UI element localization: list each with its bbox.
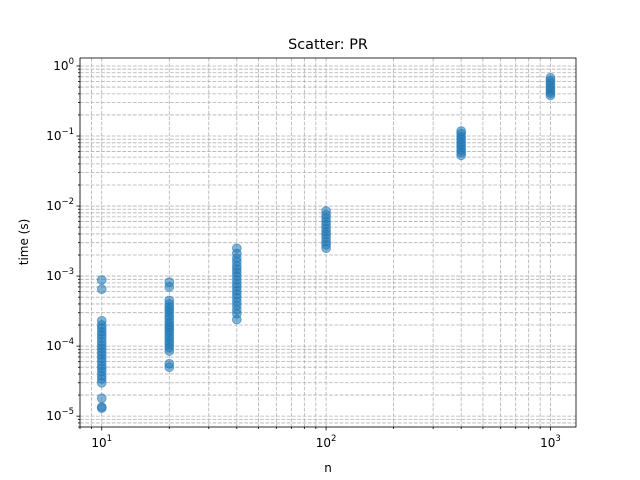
minor-grid <box>79 58 576 428</box>
x-axis-label: n <box>324 461 332 475</box>
scatter-point <box>96 402 107 412</box>
x-tick-label: 102 <box>316 434 337 450</box>
y-tick-label: 10−2 <box>46 197 74 213</box>
scatter-point <box>96 315 107 326</box>
scatter-points <box>96 72 556 414</box>
x-axis-ticks: 101 102 103 <box>79 427 561 450</box>
chart-title: Scatter: PR <box>288 37 368 53</box>
y-tick-label: 10−1 <box>46 127 74 143</box>
y-tick-label: 100 <box>53 57 74 73</box>
scatter-point <box>164 295 175 306</box>
scatter-point <box>545 72 556 83</box>
scatter-point <box>231 243 242 254</box>
scatter-point <box>96 275 107 285</box>
scatter-point <box>164 277 175 288</box>
scatter-point <box>96 393 107 404</box>
y-axis-label: time (s) <box>17 219 31 266</box>
y-tick-label: 10−3 <box>46 267 74 283</box>
plot-area <box>79 57 577 428</box>
scatter-point <box>164 358 175 369</box>
x-tick-label: 101 <box>91 434 112 450</box>
y-tick-label: 10−4 <box>46 337 74 353</box>
scatter-point <box>96 284 107 295</box>
scatter-point <box>456 126 467 136</box>
y-tick-label: 10−5 <box>46 407 74 423</box>
scatter-point <box>321 206 331 216</box>
x-tick-label: 103 <box>540 434 561 450</box>
y-axis-ticks: 10−5 10−4 10−3 10−2 10−1 100 <box>46 57 80 428</box>
